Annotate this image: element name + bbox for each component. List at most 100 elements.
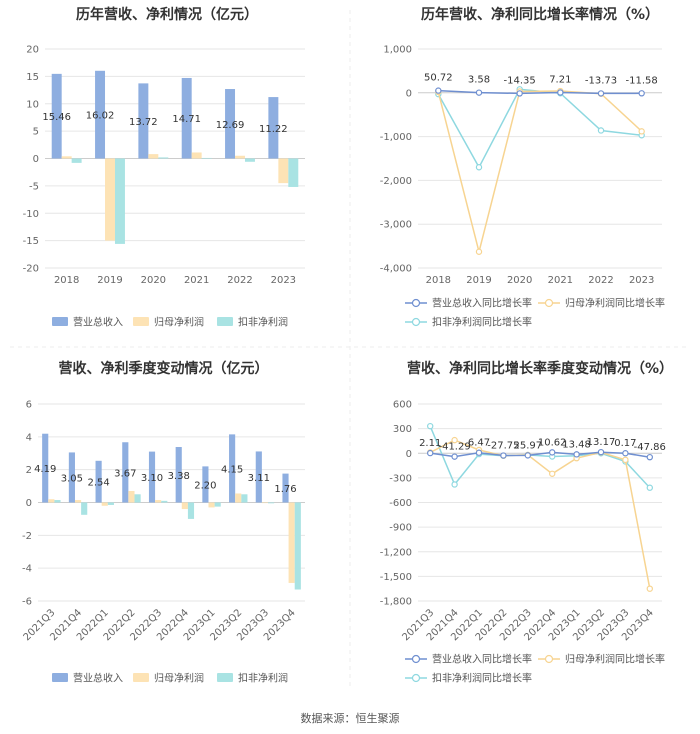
quarter-growth-point — [622, 450, 629, 457]
quarter-bar-bar — [161, 500, 168, 503]
annual-bar-xtick: 2022 — [227, 275, 252, 286]
quarter-growth-data-label: 13.48 — [562, 439, 591, 450]
annual-bar-legend-label: 营业总收入 — [73, 316, 123, 329]
quarter-growth-point — [427, 422, 434, 430]
quarter-bar-legend-swatch — [52, 673, 68, 682]
quarter-bar-bar — [261, 502, 269, 504]
annual-bar-bar — [51, 73, 62, 159]
annual-growth-ytick: -4,000 — [380, 264, 412, 275]
quarter-bar-title: 营收、净利季度变动情况（亿元） — [59, 360, 269, 377]
annual-bar-bar — [191, 152, 202, 159]
quarter-bar-bar — [214, 502, 221, 507]
quarter-growth-data-label: -27.75 — [487, 441, 519, 452]
quarter-growth-data-label: -41.29 — [438, 442, 470, 453]
annual-growth-xtick: 2021 — [548, 275, 573, 286]
quarter-growth-point — [451, 453, 458, 460]
quarter-bar-ytick: 6 — [26, 400, 32, 411]
quarter-growth-legend-label: 营业总收入同比增长率 — [432, 653, 532, 666]
annual-growth-data-label: -11.58 — [626, 75, 658, 86]
quarter-growth-point — [646, 585, 654, 592]
quarter-growth-data-label: 2.11 — [419, 438, 441, 449]
annual-growth-ytick: 1,000 — [383, 45, 412, 56]
annual-bar-data-label: 12.69 — [216, 120, 245, 131]
quarter-growth-point — [451, 481, 458, 488]
annual-bar-data-label: 16.02 — [86, 111, 115, 122]
annual-growth-ytick: -1,000 — [380, 132, 412, 143]
quarter-bar-bar — [255, 451, 262, 503]
quarter-growth-legend-label: 归母净利润同比增长率 — [565, 653, 665, 666]
quarter-bar-bar — [107, 502, 114, 505]
quarter-bar-ytick: -4 — [22, 564, 32, 575]
quarter-growth-title: 营收、净利同比增长率季度变动情况（%） — [407, 360, 673, 377]
annual-bar-legend-swatch — [217, 317, 233, 326]
quarter-growth-point — [500, 452, 507, 459]
annual-growth-ytick: -3,000 — [380, 220, 412, 231]
annual-growth-series-line — [437, 88, 642, 169]
quarter-bar-bar — [175, 447, 182, 503]
quarter-growth-ytick: -600 — [389, 498, 412, 509]
quarter-bar-data-label: 3.67 — [114, 468, 136, 479]
annual-bar-data-label: 11.22 — [259, 124, 288, 135]
annual-bar-ytick: 10 — [26, 99, 39, 110]
annual-bar-bar — [105, 158, 115, 241]
annual-growth-point — [516, 90, 523, 97]
quarter-bar-bar — [148, 451, 156, 503]
quarter-growth-point — [646, 453, 654, 461]
quarter-growth-legend-marker — [544, 654, 554, 664]
annual-growth-legend-marker — [411, 317, 421, 327]
annual-growth-point — [475, 89, 483, 96]
annual-bar-ytick: -5 — [29, 181, 39, 192]
annual-growth-point — [557, 89, 564, 96]
annual-bar-bar — [288, 158, 299, 187]
annual-growth-xtick: 2018 — [426, 275, 451, 286]
annual-growth-xtick: 2022 — [588, 275, 613, 286]
quarter-growth-series-line — [430, 451, 650, 458]
annual-growth-data-label: 50.72 — [424, 73, 453, 84]
quarter-growth-series-line — [429, 425, 651, 489]
quarter-bar-ytick: 0 — [26, 498, 32, 509]
quarter-growth-data-label: 13.17 — [587, 437, 616, 448]
annual-bar-ytick: -15 — [23, 236, 39, 247]
annual-bar-ytick: 5 — [33, 127, 39, 138]
quarter-bar-bar — [74, 500, 82, 503]
quarter-bar-legend-swatch — [133, 673, 149, 682]
quarter-bar-bar — [208, 502, 215, 508]
annual-bar-data-label: 15.46 — [42, 112, 71, 123]
quarter-bar-ytick: -6 — [22, 597, 32, 608]
annual-growth-title: 历年营收、净利同比增长率情况（%） — [421, 6, 659, 23]
quarter-bar-data-label: 2.20 — [194, 480, 216, 491]
quarter-growth-point — [597, 448, 605, 456]
annual-growth-legend-label: 扣非净利润同比增长率 — [432, 316, 532, 329]
annual-bar-bar — [71, 158, 82, 163]
quarter-bar-bar — [268, 502, 275, 504]
quarter-bar-bar — [68, 452, 75, 503]
annual-growth-point — [638, 128, 645, 135]
quarter-bar-ytick: 2 — [26, 465, 32, 476]
quarter-bar-legend-label: 归母净利润 — [154, 672, 204, 685]
annual-bar-ytick: -20 — [23, 264, 39, 275]
annual-growth-series-line — [438, 89, 642, 95]
annual-growth-legend-marker — [544, 298, 554, 308]
quarter-bar-bar — [202, 466, 209, 503]
annual-bar-xtick: 2019 — [97, 275, 122, 286]
annual-bar-legend-swatch — [52, 317, 68, 326]
quarter-growth-ytick: 0 — [406, 449, 412, 460]
quarter-bar-legend-label: 扣非净利润 — [238, 672, 288, 685]
annual-bar-legend-label: 归母净利润 — [154, 316, 204, 329]
annual-bar-bar — [201, 157, 212, 159]
quarter-growth-ytick: -300 — [389, 473, 412, 484]
annual-growth-point — [597, 127, 605, 134]
quarter-bar-data-label: 2.54 — [87, 478, 109, 489]
annual-growth-data-label: -13.73 — [585, 75, 617, 86]
quarter-bar-bar — [54, 500, 61, 503]
annual-growth-data-label: 3.58 — [468, 75, 490, 86]
quarter-growth-legend-label: 扣非净利润同比增长率 — [432, 672, 532, 685]
annual-bar-data-label: 14.71 — [172, 114, 201, 125]
quarter-bar-data-label: 4.15 — [221, 464, 243, 475]
quarter-growth-point — [451, 436, 458, 444]
quarter-growth-point — [622, 456, 629, 464]
annual-bar-title: 历年营收、净利情况（亿元） — [76, 6, 258, 23]
annual-growth-ytick: 0 — [406, 88, 412, 99]
